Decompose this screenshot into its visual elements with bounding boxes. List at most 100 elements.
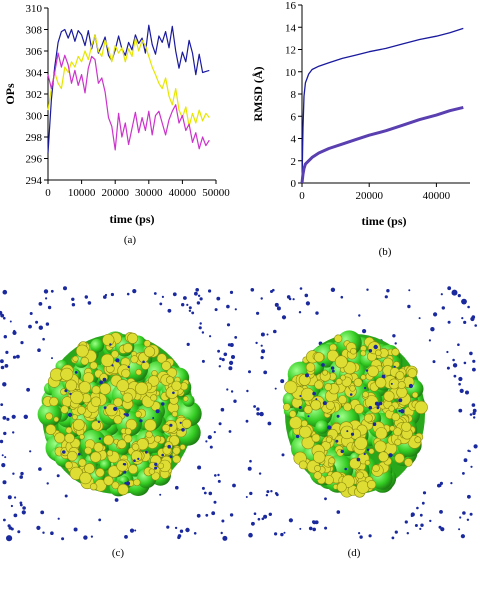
embedded-dot <box>298 406 302 409</box>
yellow-atom <box>131 443 140 451</box>
chart-a-ytick-label: 304 <box>26 68 43 80</box>
yellow-atom <box>102 333 115 347</box>
yellow-atom <box>131 450 143 462</box>
solvent-dot <box>280 379 285 384</box>
solvent-dot <box>233 399 237 403</box>
solvent-dot <box>245 419 249 423</box>
chart-a-ytick-label: 298 <box>26 132 43 144</box>
embedded-dot <box>152 417 155 419</box>
solvent-dot <box>201 359 205 363</box>
embedded-dot <box>125 413 129 417</box>
chart-a-ytick-label: 310 <box>26 3 43 15</box>
solvent-dot <box>19 503 23 507</box>
solvent-dot <box>10 527 14 531</box>
yellow-atom <box>77 405 86 415</box>
solvent-dot <box>250 288 255 292</box>
yellow-atom <box>70 390 84 405</box>
solvent-dot <box>4 364 9 368</box>
chart-b-caption: (b) <box>379 246 392 258</box>
solvent-dot <box>437 483 441 488</box>
solvent-dot <box>2 382 7 387</box>
embedded-dot <box>103 406 107 409</box>
solvent-dot <box>418 317 421 320</box>
solvent-dot <box>11 414 16 419</box>
solvent-dot <box>205 440 208 443</box>
solvent-dot <box>469 413 473 416</box>
solvent-dot <box>266 490 270 494</box>
yellow-atom <box>289 410 297 418</box>
solvent-dot <box>43 289 49 294</box>
solvent-dot <box>245 496 248 498</box>
embedded-dot <box>142 360 145 364</box>
embedded-dot <box>139 419 143 423</box>
yellow-atom <box>93 442 104 453</box>
solvent-dot <box>57 517 60 520</box>
yellow-atom <box>67 450 78 462</box>
solvent-dot <box>46 482 49 485</box>
yellow-atom <box>157 462 164 469</box>
chart-b-series-2-line <box>300 105 464 184</box>
solvent-dot <box>472 408 477 413</box>
embedded-dot <box>381 374 386 379</box>
solvent-dot <box>0 439 4 444</box>
solvent-dot <box>459 516 462 519</box>
embedded-dot <box>398 398 403 403</box>
chart-a-series-3-line <box>47 52 210 151</box>
yellow-atom <box>145 431 153 439</box>
yellow-atom <box>122 342 133 353</box>
solvent-dot <box>198 326 202 330</box>
solvent-dot <box>419 513 423 517</box>
chart-b-ytick-label: 2 <box>291 156 297 168</box>
solvent-dot <box>260 297 263 300</box>
solvent-dot <box>2 416 7 420</box>
solvent-dot <box>209 335 212 338</box>
solvent-dot <box>71 303 76 307</box>
solvent-dot <box>450 482 453 485</box>
solvent-dot <box>3 518 6 522</box>
yellow-atom <box>393 427 402 437</box>
solvent-dot <box>90 535 93 538</box>
yellow-atom <box>171 410 178 418</box>
yellow-atom <box>367 480 377 490</box>
embedded-dot <box>169 423 173 427</box>
embedded-dot <box>161 453 164 457</box>
solvent-dot <box>229 290 234 294</box>
embedded-dot <box>312 391 316 396</box>
yellow-atom <box>95 468 105 478</box>
solvent-dot <box>167 308 172 313</box>
embedded-dot <box>336 414 340 418</box>
yellow-atom <box>311 433 321 443</box>
solvent-dot <box>447 286 452 291</box>
yellow-atom <box>374 440 387 453</box>
embedded-dot <box>155 409 160 414</box>
solvent-dot <box>45 297 48 300</box>
embedded-dot <box>169 455 173 459</box>
solvent-dot <box>38 302 43 306</box>
yellow-atom <box>172 455 181 464</box>
embedded-dot <box>363 452 366 456</box>
yellow-atom <box>343 402 352 412</box>
solvent-dot <box>314 520 319 525</box>
solvent-dot <box>439 481 443 485</box>
yellow-atom <box>121 368 131 379</box>
solvent-dot <box>0 359 4 364</box>
solvent-dot <box>87 301 92 305</box>
solvent-dot <box>249 491 253 496</box>
solvent-dot <box>179 529 184 533</box>
solvent-dot <box>197 465 202 470</box>
solvent-dot <box>460 534 465 539</box>
yellow-atom <box>354 436 368 450</box>
yellow-atom <box>367 365 379 378</box>
yellow-atom <box>300 419 309 428</box>
chart-a-xtick-label: 30000 <box>135 187 163 199</box>
solvent-dot <box>428 339 431 342</box>
solvent-dot <box>394 342 397 345</box>
solvent-dot <box>188 309 192 312</box>
embedded-dot <box>77 452 81 456</box>
yellow-atom <box>134 410 142 418</box>
solvent-dot <box>255 341 258 345</box>
yellow-atom <box>182 395 189 402</box>
embedded-dot <box>137 457 140 460</box>
yellow-atom <box>79 472 92 485</box>
solvent-dot <box>452 358 455 362</box>
